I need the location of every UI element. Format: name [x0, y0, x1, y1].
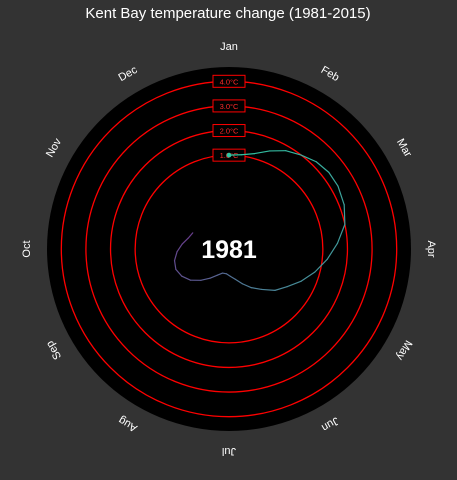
ring-label-box [212, 99, 246, 113]
series-segment [173, 259, 177, 270]
series-segment [173, 251, 178, 262]
series-segment [326, 242, 339, 260]
series-segment [285, 150, 302, 156]
series-segment [253, 150, 271, 155]
series-segment [241, 283, 252, 289]
ring-label: 4.0°C [220, 77, 239, 86]
ring-label-box [212, 74, 246, 88]
month-label-feb: Feb [319, 64, 341, 84]
series-segment [181, 237, 189, 245]
series-segment [221, 272, 227, 275]
series-segment [314, 258, 328, 273]
ring-label-box [212, 124, 246, 138]
month-label-jul: Jul [222, 445, 236, 457]
plot-background-circle [47, 67, 411, 431]
month-label-oct: Oct [21, 240, 33, 257]
series-segment [240, 152, 256, 156]
series-segment [337, 185, 345, 206]
month-label-jun: Jun [319, 414, 340, 433]
series-segment [274, 286, 288, 291]
series-segment [187, 232, 194, 239]
temperature-rings: 1.0°C2.0°C3.0°C4.0°C [60, 74, 398, 418]
series-segment [328, 171, 339, 187]
series-segment [300, 271, 316, 282]
series-segment [209, 274, 218, 279]
series-segment [261, 288, 276, 291]
ring-label: 3.0°C [220, 102, 239, 111]
series-segment [176, 243, 183, 253]
series-segment [250, 287, 263, 291]
series-segment [315, 161, 330, 173]
year-label: 1981 [201, 236, 257, 264]
series-start-point [226, 152, 232, 158]
series-segment [286, 280, 302, 288]
series-segment [234, 278, 243, 285]
series-segment [229, 275, 237, 280]
temperature-series [173, 150, 346, 291]
month-label-nov: Nov [44, 136, 64, 159]
series-segment [181, 275, 192, 281]
month-label-jan: Jan [220, 41, 238, 53]
series-segment [300, 154, 317, 163]
month-label-dec: Dec [117, 64, 140, 84]
month-label-apr: Apr [425, 240, 437, 257]
month-label-sep: Sep [44, 339, 64, 362]
series-segment [343, 204, 346, 225]
ring-label: 2.0°C [220, 127, 239, 136]
month-label-may: May [393, 338, 414, 362]
chart-title: Kent Bay temperature change (1981-2015) [85, 5, 370, 22]
series-segment [216, 272, 224, 276]
series-segment [200, 277, 211, 281]
series-segment [336, 223, 346, 244]
month-label-mar: Mar [394, 137, 414, 160]
series-segment [225, 273, 232, 277]
series-segment [175, 268, 183, 277]
month-label-aug: Aug [117, 414, 140, 434]
